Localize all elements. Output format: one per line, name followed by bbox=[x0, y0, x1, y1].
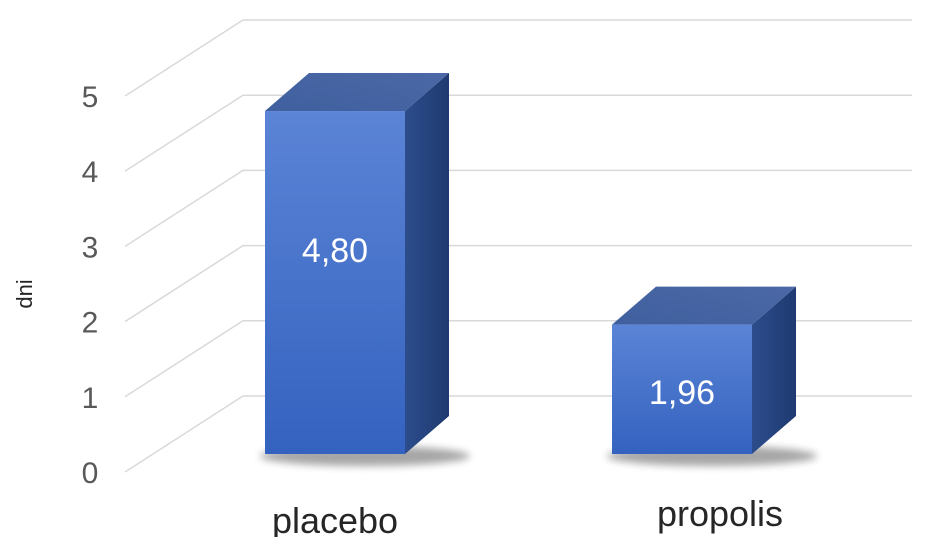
bar-propolis: 1,96 bbox=[607, 286, 817, 466]
x-category-label: placebo bbox=[272, 500, 398, 537]
y-tick-label: 0 bbox=[82, 457, 99, 490]
bar-side-face bbox=[405, 73, 449, 454]
bar-data-label: 4,80 bbox=[302, 232, 368, 270]
bar-front-face bbox=[612, 324, 752, 454]
y-tick-label: 1 bbox=[82, 382, 99, 415]
gridline bbox=[124, 169, 912, 248]
gridline bbox=[124, 19, 912, 97]
bar-side-face bbox=[752, 286, 796, 454]
bar-data-label: 1,96 bbox=[649, 374, 715, 412]
y-tick-label: 4 bbox=[82, 156, 99, 189]
bar-layer: 4,80 1,96 bbox=[260, 73, 817, 466]
bar-top-face bbox=[612, 286, 796, 325]
gridline bbox=[124, 94, 912, 172]
y-axis-title: dni bbox=[12, 279, 37, 308]
y-tick-label: 2 bbox=[82, 307, 99, 340]
bar-front-face bbox=[265, 111, 405, 454]
y-axis: 0 1 2 3 4 5 bbox=[82, 81, 99, 490]
gridline bbox=[124, 244, 912, 323]
y-tick-label: 5 bbox=[82, 81, 99, 114]
bar-top-face bbox=[265, 73, 449, 112]
y-tick-label: 3 bbox=[82, 231, 99, 264]
bar-placebo: 4,80 bbox=[260, 73, 470, 466]
x-axis: placebo propolis bbox=[272, 493, 783, 537]
x-category-label: propolis bbox=[657, 493, 783, 534]
